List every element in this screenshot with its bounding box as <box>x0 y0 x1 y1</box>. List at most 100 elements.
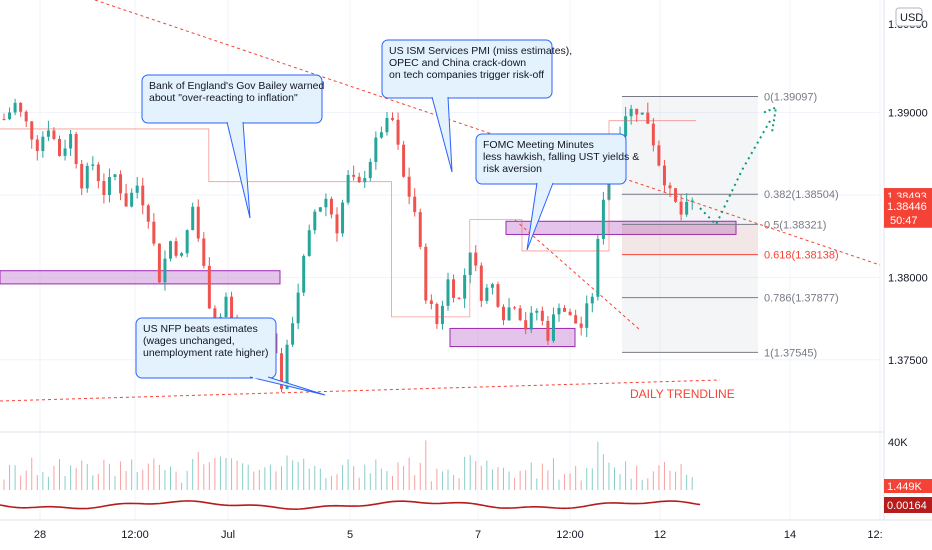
candle-body <box>291 323 295 345</box>
currency-badge[interactable] <box>895 7 923 27</box>
candle-body <box>551 314 555 341</box>
candle-body <box>679 201 683 215</box>
candle-body <box>374 137 378 162</box>
countdown-label: 50:47 <box>890 215 918 227</box>
candle-body <box>224 296 228 317</box>
current-price-badge <box>884 197 932 228</box>
candle-body <box>657 145 661 166</box>
candle-body <box>302 255 306 293</box>
candle-body <box>490 284 494 288</box>
candle-body <box>413 196 417 213</box>
candle-body <box>662 165 666 186</box>
candle-body <box>285 344 289 389</box>
oscillator-badge <box>884 497 932 513</box>
candle-body <box>396 119 400 145</box>
annotation-boe[interactable]: Bank of England's Gov Bailey warnedabout… <box>141 74 325 219</box>
support-zone-mid <box>449 327 576 348</box>
candle-body <box>69 133 73 149</box>
candle-body <box>180 253 184 256</box>
candle-body <box>479 265 483 301</box>
candle-body <box>191 206 195 231</box>
current-price-label: 1.38446 <box>887 201 927 213</box>
candle-body <box>35 139 39 152</box>
annotation-nfp[interactable]: US NFP beats estimates(wages unchanged,u… <box>135 317 326 396</box>
candle-body <box>513 307 517 309</box>
candle-body <box>685 201 689 215</box>
candle-body <box>535 310 539 313</box>
daily-trendline-label: DAILY TRENDLINE <box>630 387 735 401</box>
fib-golden-zone <box>622 224 758 255</box>
candle-body <box>529 312 533 330</box>
candle-body <box>102 181 106 195</box>
candle-body <box>113 174 117 178</box>
price-axis-bg <box>884 0 932 550</box>
price-tick-label: 1.37500 <box>888 355 928 367</box>
candle-body <box>157 243 161 283</box>
callout-text-line: FOMC Meeting Minutes <box>483 139 594 151</box>
candle-body <box>446 279 450 306</box>
candle-body <box>440 305 444 325</box>
callout-pointer <box>249 376 326 396</box>
candle-body <box>174 241 178 256</box>
callout-text-line: Bank of England's Gov Bailey warned <box>149 80 325 92</box>
candle-body <box>96 164 100 182</box>
candle-body <box>58 138 61 156</box>
fib-level-label: 0(1.39097) <box>764 91 817 103</box>
oscillator-line <box>0 500 701 511</box>
candle-body <box>202 238 206 266</box>
candle-body <box>568 311 572 316</box>
candle-body <box>30 121 34 140</box>
daily-trendline <box>0 379 721 402</box>
candle-body <box>379 132 383 138</box>
candle-body <box>385 117 389 133</box>
candle-body <box>496 284 500 307</box>
trendlines: DAILY TRENDLINE <box>0 0 881 402</box>
candle-body <box>640 112 644 115</box>
candle-body <box>307 230 311 256</box>
callout-box <box>381 39 553 99</box>
candle-body <box>24 111 28 122</box>
indicator-panel <box>0 431 932 511</box>
candle-body <box>135 185 139 193</box>
candle-body <box>207 265 211 309</box>
price-tick-label: 1.38000 <box>888 272 928 284</box>
candle-body <box>585 303 589 328</box>
descending-trendline <box>94 0 881 266</box>
candle-body <box>435 303 439 325</box>
callout-pointer <box>526 182 554 251</box>
price-tick-label: 1.39000 <box>888 107 928 119</box>
candle-body <box>457 297 461 299</box>
date-tick-label: 5 <box>347 529 353 541</box>
volume-badge-label: 1.449K <box>887 481 923 493</box>
candle-body <box>80 164 84 189</box>
candle-body <box>19 102 23 112</box>
candle-body <box>452 279 456 298</box>
callout-box <box>135 317 277 379</box>
candle-body <box>463 275 467 299</box>
fib-level-label: 0.5(1.38321) <box>764 219 826 231</box>
candle-body <box>41 136 45 152</box>
candle-body <box>2 119 6 121</box>
candle-body <box>674 188 678 202</box>
candle-body <box>424 246 428 301</box>
candle-body <box>651 123 655 146</box>
candle-body <box>546 320 550 341</box>
volume-axis-label: 40K <box>888 437 908 449</box>
callout-text-line: less hawkish, falling UST yields & <box>483 151 639 163</box>
candle-body <box>629 108 633 117</box>
candle-body <box>507 307 511 321</box>
candle-body <box>146 205 150 222</box>
candle-body <box>690 200 694 202</box>
candle-body <box>418 212 422 247</box>
callout-text-line: about "over-reacting to inflation" <box>149 92 298 104</box>
callout-pointer <box>226 121 251 219</box>
annotations: Bank of England's Gov Bailey warnedabout… <box>135 39 639 396</box>
candle-body <box>563 307 567 312</box>
candle-body <box>574 315 578 324</box>
annotation-ism[interactable]: US ISM Services PMI (miss estimates),OPE… <box>381 39 572 173</box>
candle-body <box>524 320 528 330</box>
date-tick-label: 7 <box>475 529 481 541</box>
